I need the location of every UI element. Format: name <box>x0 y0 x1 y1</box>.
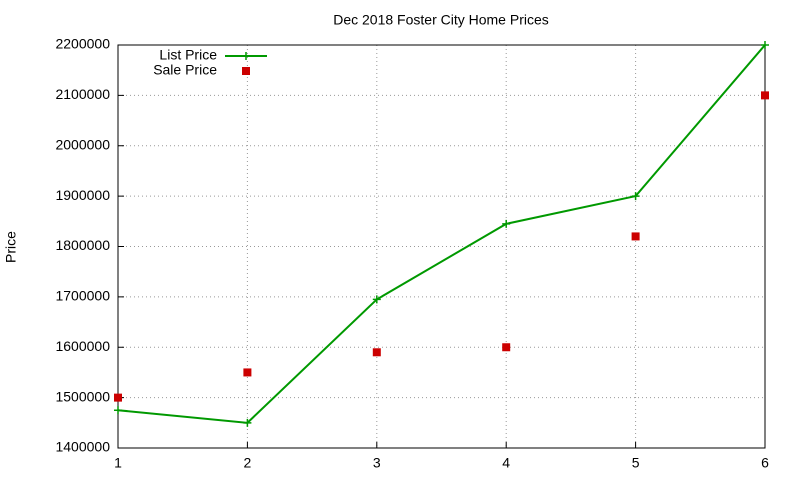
y-tick-label: 2100000 <box>55 86 110 102</box>
data-point <box>372 348 381 357</box>
x-tick-label: 2 <box>244 455 252 471</box>
data-point <box>114 406 122 415</box>
legend-swatch <box>242 67 250 75</box>
data-point <box>372 295 381 304</box>
y-tick-label: 1700000 <box>55 288 110 304</box>
legend-swatch <box>242 52 250 60</box>
data-point <box>631 192 640 201</box>
plot-border <box>117 44 766 449</box>
legend-label: Sale Price <box>153 62 217 78</box>
y-tick-label: 1500000 <box>55 388 110 404</box>
data-point <box>631 232 640 241</box>
y-axis-label: Price <box>3 231 19 263</box>
series-line <box>117 44 766 424</box>
data-point <box>502 343 511 352</box>
y-tick-label: 2200000 <box>55 36 110 52</box>
y-tick-label: 1900000 <box>55 187 110 203</box>
x-tick-label: 5 <box>632 455 640 471</box>
data-point <box>114 393 122 402</box>
x-tick-label: 3 <box>373 455 381 471</box>
x-tick-label: 1 <box>114 455 122 471</box>
data-point <box>761 41 769 49</box>
y-tick-label: 1800000 <box>55 237 110 253</box>
y-tick-label: 1400000 <box>55 439 110 455</box>
legend-label: List Price <box>159 47 217 63</box>
y-tick-label: 2000000 <box>55 136 110 152</box>
data-point <box>243 418 252 427</box>
data-point <box>243 368 252 377</box>
x-tick-label: 6 <box>761 455 769 471</box>
x-tick-label: 4 <box>502 455 510 471</box>
data-point <box>761 91 769 100</box>
chart-title: Dec 2018 Foster City Home Prices <box>333 12 549 28</box>
y-tick-label: 1600000 <box>55 338 110 354</box>
data-point <box>502 219 511 228</box>
